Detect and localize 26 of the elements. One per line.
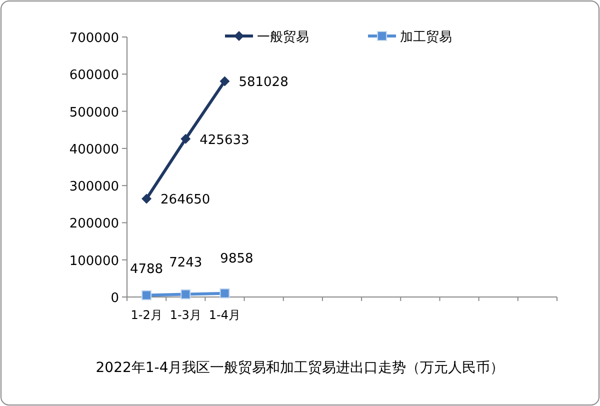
y-tick-label: 100000 bbox=[69, 254, 119, 269]
x-tick-label: 1-3月 bbox=[170, 308, 202, 322]
data-label: 4788 bbox=[130, 262, 164, 278]
point bbox=[142, 290, 152, 300]
point bbox=[220, 288, 230, 298]
point bbox=[142, 194, 152, 204]
data-label: 9858 bbox=[220, 251, 254, 266]
x-tick-label: 1-4月 bbox=[208, 308, 241, 322]
point bbox=[180, 289, 191, 300]
y-tick-label: 400000 bbox=[69, 142, 119, 158]
data-label: 581028 bbox=[238, 75, 288, 90]
point bbox=[180, 134, 191, 144]
x-tick-label: 1-2月 bbox=[130, 308, 162, 322]
y-tick-label: 700000 bbox=[69, 31, 119, 46]
y-tick-label: 500000 bbox=[69, 105, 119, 120]
y-tick-label: 600000 bbox=[69, 68, 119, 84]
point bbox=[220, 76, 230, 86]
legend-label: 加工贸易 bbox=[400, 30, 452, 45]
text: 2022年1-4月我区一般贸易和加工贸易进出口走势（万元人民币） bbox=[96, 360, 504, 376]
y-tick-label: 0 bbox=[110, 291, 119, 306]
data-label: 7243 bbox=[169, 255, 202, 270]
data-label: 425633 bbox=[200, 132, 250, 148]
y-tick-label: 300000 bbox=[69, 180, 119, 195]
y-tick-label: 200000 bbox=[69, 216, 119, 232]
legend-label: 一般贸易 bbox=[257, 30, 309, 45]
data-label: 264650 bbox=[160, 192, 210, 208]
